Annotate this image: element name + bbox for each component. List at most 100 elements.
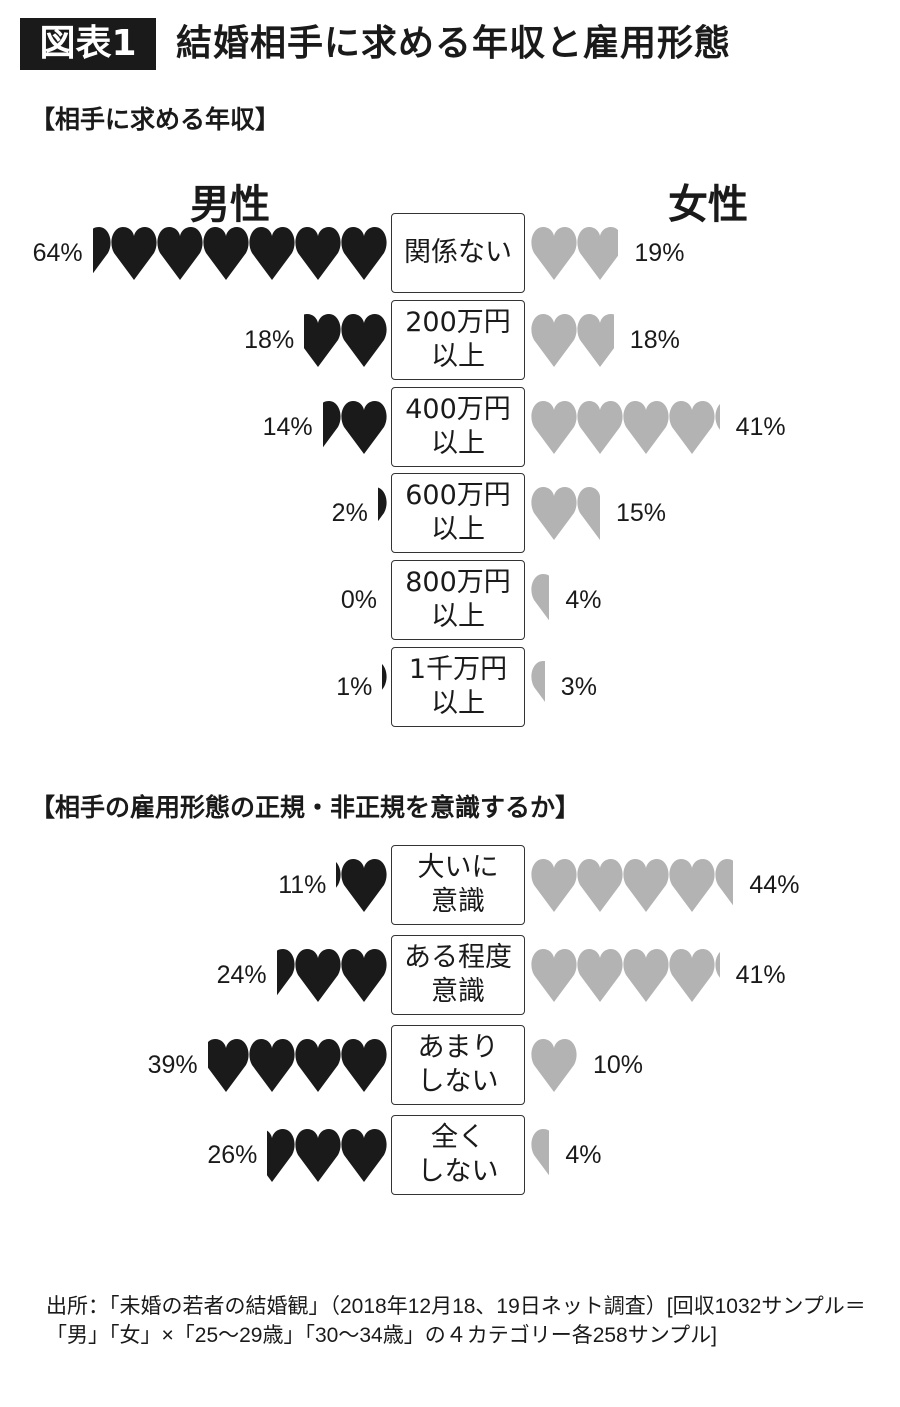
male-hearts: [304, 313, 387, 367]
female-hearts: [531, 486, 600, 540]
heart-icon: [111, 227, 157, 280]
section-title-employment: 【相手の雇用形態の正規・非正規を意識するか】: [30, 793, 581, 822]
male-hearts: [382, 660, 387, 714]
female-hearts: [531, 858, 734, 912]
heart-icon: [531, 859, 577, 912]
heart-icon: [623, 859, 669, 912]
heart-icon: [531, 661, 545, 702]
heart-icon: [304, 314, 341, 367]
heart-icon: [531, 487, 577, 540]
heart-icon: [295, 1129, 341, 1182]
category-label: 400万円 以上: [391, 387, 525, 467]
female-percent-label: 10%: [593, 1051, 644, 1079]
heart-icon: [715, 404, 720, 430]
heart-icon: [341, 949, 387, 1002]
heart-icon: [341, 401, 387, 454]
heart-icon: [669, 401, 715, 454]
male-percent-label: 24%: [216, 961, 267, 989]
male-percent-label: 14%: [262, 413, 313, 441]
female-hearts: [531, 660, 545, 714]
female-hearts: [531, 948, 720, 1002]
heart-icon: [531, 1039, 577, 1092]
male-hearts: [207, 1038, 387, 1092]
category-label: 200万円 以上: [391, 300, 525, 380]
heart-icon: [623, 949, 669, 1002]
figure-badge: 図表1: [20, 18, 156, 70]
male-hearts: [336, 858, 387, 912]
category-label: 800万円 以上: [391, 560, 525, 640]
heart-icon: [382, 664, 387, 690]
heart-icon: [267, 1129, 295, 1182]
female-percent-label: 4%: [565, 1141, 602, 1169]
heart-icon: [92, 227, 111, 274]
female-percent-label: 41%: [735, 961, 786, 989]
male-percent-label: 11%: [278, 871, 327, 899]
female-percent-label: 41%: [735, 413, 786, 441]
male-hearts: [322, 400, 387, 454]
category-label: 大いに 意識: [391, 845, 525, 925]
heart-icon: [295, 227, 341, 280]
heart-icon: [715, 952, 720, 978]
heart-icon: [531, 1129, 550, 1176]
heart-icon: [203, 227, 249, 280]
heart-icon: [669, 859, 715, 912]
heart-icon: [715, 859, 734, 906]
male-percent-label: 1%: [336, 673, 373, 701]
heart-icon: [531, 227, 577, 280]
female-hearts: [531, 226, 619, 280]
heart-icon: [322, 401, 341, 448]
male-percent-label: 0%: [340, 586, 377, 614]
category-label: 関係ない: [391, 213, 525, 293]
heart-icon: [531, 574, 550, 621]
heart-icon: [341, 314, 387, 367]
male-hearts: [377, 486, 387, 540]
male-label: 男性: [190, 182, 270, 228]
heart-icon: [577, 859, 623, 912]
female-percent-label: 44%: [749, 871, 800, 899]
heart-icon: [577, 314, 614, 367]
heart-icon: [157, 227, 203, 280]
female-hearts: [531, 573, 550, 627]
heart-icon: [377, 487, 387, 522]
category-label: 全く しない: [391, 1115, 525, 1195]
heart-icon: [577, 487, 600, 540]
figure-title: 結婚相手に求める年収と雇用形態: [176, 23, 732, 64]
category-label: ある程度 意識: [391, 935, 525, 1015]
heart-icon: [531, 401, 577, 454]
heart-icon: [531, 314, 577, 367]
category-label: 1千万円 以上: [391, 647, 525, 727]
male-percent-label: 26%: [207, 1141, 258, 1169]
male-hearts: [92, 226, 387, 280]
female-label: 女性: [668, 182, 748, 228]
female-percent-label: 19%: [634, 239, 685, 267]
heart-icon: [577, 227, 619, 280]
source-note: 出所：「未婚の若者の結婚観」（2018年12月18、19日ネット調査）[回収10…: [46, 1295, 866, 1347]
female-percent-label: 15%: [616, 499, 667, 527]
heart-icon: [577, 949, 623, 1002]
category-label: あまり しない: [391, 1025, 525, 1105]
heart-icon: [623, 401, 669, 454]
male-percent-label: 39%: [147, 1051, 198, 1079]
heart-icon: [577, 401, 623, 454]
male-hearts: [276, 948, 387, 1002]
female-hearts: [531, 400, 720, 454]
female-hearts: [531, 1038, 577, 1092]
category-label: 600万円 以上: [391, 473, 525, 553]
heart-icon: [669, 949, 715, 1002]
heart-icon: [341, 1129, 387, 1182]
heart-icon: [336, 862, 341, 888]
male-percent-label: 2%: [331, 499, 368, 527]
female-hearts: [531, 1128, 550, 1182]
heart-icon: [531, 949, 577, 1002]
heart-icon: [207, 1039, 249, 1092]
female-percent-label: 3%: [560, 673, 597, 701]
heart-icon: [341, 227, 387, 280]
heart-icon: [341, 1039, 387, 1092]
female-hearts: [531, 313, 614, 367]
heart-icon: [276, 949, 295, 996]
male-percent-label: 18%: [244, 326, 295, 354]
heart-icon: [295, 949, 341, 1002]
female-percent-label: 4%: [565, 586, 602, 614]
female-percent-label: 18%: [629, 326, 680, 354]
